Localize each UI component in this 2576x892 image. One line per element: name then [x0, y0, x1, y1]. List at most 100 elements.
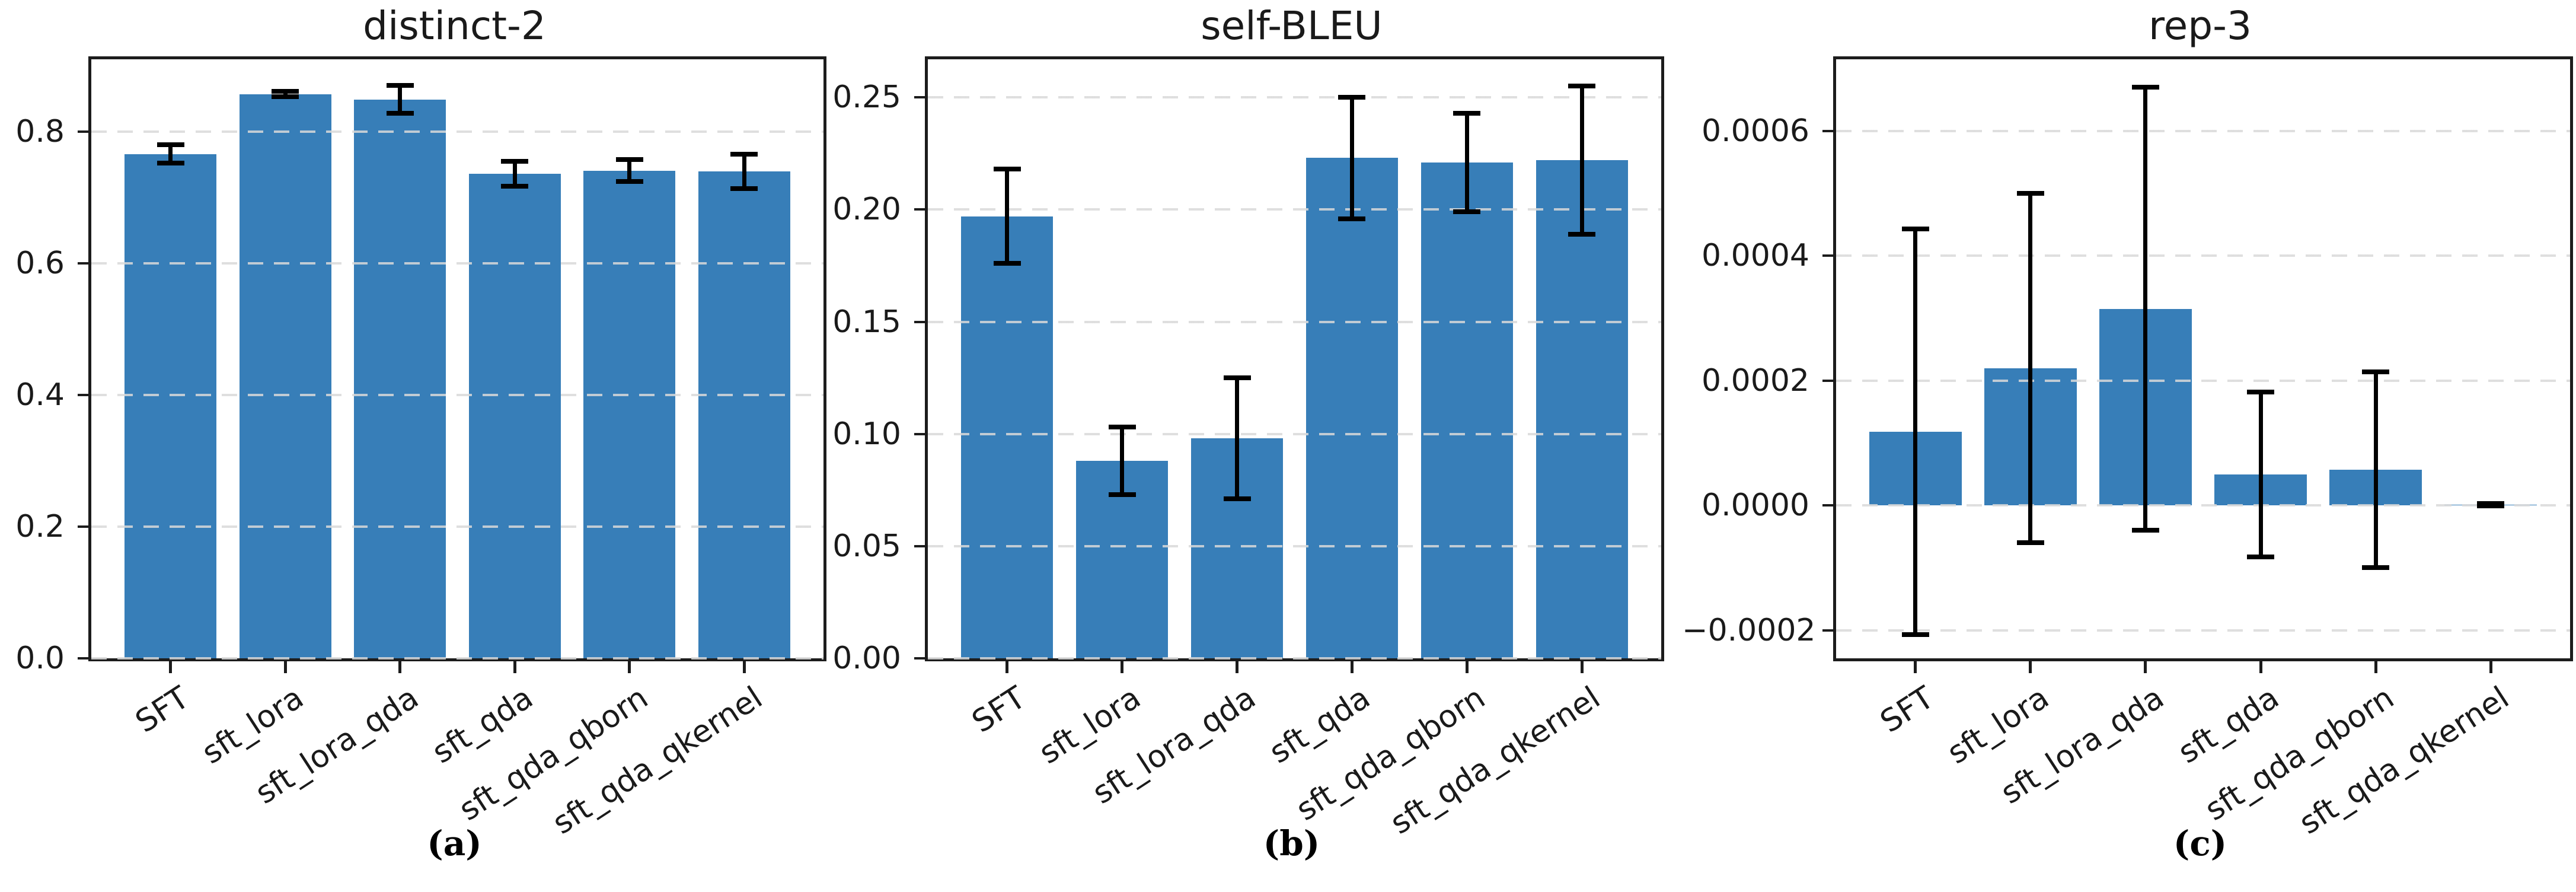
bar [583, 170, 676, 658]
error-cap-bottom [386, 111, 414, 116]
error-cap-bottom [272, 94, 299, 100]
gridline [1836, 254, 2570, 257]
x-tick [513, 661, 516, 673]
y-tick [78, 394, 88, 397]
error-cap-bottom [1338, 216, 1366, 221]
error-cap-top [2247, 389, 2275, 394]
error-cap-top [157, 142, 184, 148]
y-tick [1822, 504, 1833, 507]
error-bar [2143, 87, 2148, 531]
error-cap-bottom [2247, 554, 2275, 559]
error-cap-top [730, 151, 758, 157]
error-bar [742, 154, 746, 189]
subplot-a-title: distinct-2 [363, 3, 546, 49]
y-tick [914, 320, 925, 323]
bar [468, 174, 561, 658]
y-tick-label: 0.0000 [1702, 488, 1809, 524]
error-cap-top [2477, 501, 2505, 506]
x-tick [1121, 661, 1124, 673]
y-tick-label: 0.2 [15, 509, 65, 545]
gridline [1836, 504, 2570, 507]
error-cap-top [1901, 227, 1929, 232]
subplot-b-title: self-BLEU [1201, 3, 1383, 49]
x-tick [1465, 661, 1469, 673]
y-tick [914, 432, 925, 435]
subplot-c-title: rep-3 [2149, 3, 2252, 49]
gridline [91, 525, 823, 528]
gridline [928, 544, 1661, 547]
error-bar [512, 161, 517, 187]
gridline [91, 657, 823, 660]
y-tick-label: −0.0002 [1682, 612, 1816, 648]
error-cap-bottom [993, 261, 1021, 266]
gridline [928, 96, 1661, 99]
y-tick-label: 0.4 [15, 377, 65, 413]
y-tick-label: 0.10 [832, 416, 901, 452]
error-bar [398, 85, 403, 113]
x-tick [1236, 661, 1239, 673]
error-cap-top [1223, 375, 1251, 381]
x-tick [398, 661, 402, 673]
error-cap-bottom [1108, 492, 1136, 497]
y-tick-label: 0.6 [15, 246, 65, 282]
subplot-a-caption: (a) [427, 823, 482, 864]
gridline [928, 208, 1661, 211]
bar [239, 94, 331, 658]
error-cap-top [2016, 191, 2044, 196]
y-tick [78, 525, 88, 528]
y-tick-label: 0.25 [832, 79, 901, 116]
y-tick-label: 0.8 [15, 114, 65, 150]
y-tick-label: 0.20 [832, 192, 901, 228]
y-tick [914, 657, 925, 660]
error-cap-bottom [2362, 565, 2390, 571]
error-bar [2373, 372, 2378, 568]
x-tick [2144, 661, 2147, 673]
x-tick-label: sft_qda_qkernel [547, 680, 770, 842]
error-cap-top [1568, 84, 1596, 89]
error-cap-bottom [1453, 209, 1481, 215]
gridline [1836, 379, 2570, 382]
y-tick [914, 544, 925, 547]
x-tick [2259, 661, 2262, 673]
gridline [928, 432, 1661, 435]
y-tick [1822, 379, 1833, 382]
subplot-c-axes: −0.0002 0.0000 0.0002 0.0004 0.0006 SFT sft_lo… [1682, 56, 2573, 842]
x-tick [1914, 661, 1917, 673]
y-tick-label: 0.0006 [1702, 113, 1809, 149]
error-cap-bottom [2016, 540, 2044, 546]
error-cap-bottom [2477, 504, 2505, 509]
error-cap-bottom [615, 179, 643, 184]
x-tick [1350, 661, 1354, 673]
error-cap-bottom [1223, 496, 1251, 502]
error-bar [1349, 97, 1354, 219]
y-tick-label: 0.0004 [1702, 238, 1809, 274]
x-tick [169, 661, 173, 673]
y-tick [1822, 129, 1833, 132]
error-bar [2028, 193, 2033, 543]
y-tick [914, 96, 925, 99]
error-bar [1913, 229, 1918, 635]
x-tick [742, 661, 746, 673]
gridline [91, 394, 823, 397]
y-tick [914, 208, 925, 211]
error-cap-bottom [157, 161, 184, 166]
gridline [1836, 129, 2570, 132]
error-bar [2258, 391, 2263, 557]
error-cap-top [1453, 110, 1481, 116]
x-tick [2029, 661, 2032, 673]
error-cap-bottom [1568, 232, 1596, 237]
error-bar [1120, 427, 1125, 495]
subplot-c-caption: (c) [2173, 823, 2227, 864]
x-tick [2374, 661, 2377, 673]
y-tick [78, 262, 88, 265]
bar [354, 99, 446, 658]
x-tick-label: SFT [129, 680, 196, 740]
error-cap-top [615, 157, 643, 162]
y-tick-label: 0.15 [832, 304, 901, 340]
subplot-b-axes: 0.00 0.05 0.10 0.15 0.20 0.25 SFT sft_lora sft_l… [832, 56, 1664, 842]
error-cap-top [2131, 85, 2159, 90]
error-cap-bottom [501, 184, 529, 189]
error-cap-top [386, 83, 414, 88]
error-cap-bottom [2131, 528, 2159, 533]
